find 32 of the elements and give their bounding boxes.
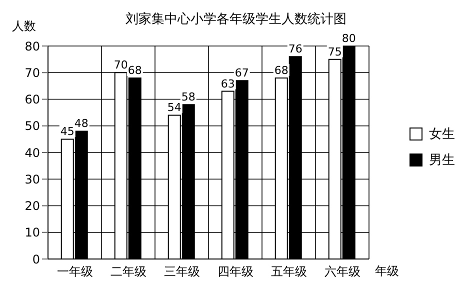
- y-tick-label: 40: [24, 146, 40, 160]
- legend-label: 女生: [429, 126, 455, 142]
- data-label: 54: [167, 101, 182, 114]
- data-label: 67: [234, 66, 249, 80]
- data-label: 58: [181, 90, 196, 104]
- y-tick-label: 20: [24, 199, 40, 214]
- data-label: 70: [114, 58, 128, 72]
- data-label: 80: [342, 32, 356, 45]
- y-axis-title: 人数: [12, 19, 36, 33]
- y-tick-label: 30: [24, 172, 40, 186]
- x-tick-label: 三年级: [164, 264, 200, 279]
- x-tick-label: 二年级: [110, 264, 146, 279]
- y-tick-label: 70: [24, 66, 40, 80]
- data-label: 45: [60, 125, 74, 138]
- x-tick-label: 四年级: [217, 264, 254, 279]
- y-tick-label: 50: [24, 119, 40, 134]
- x-tick-label: 六年级: [324, 264, 360, 279]
- y-tick-label: 0: [32, 252, 40, 266]
- data-label: 68: [128, 64, 142, 77]
- y-tick-label: 60: [24, 92, 40, 107]
- data-label: 68: [274, 64, 288, 77]
- y-tick-label: 10: [24, 226, 40, 240]
- data-label: 48: [74, 117, 88, 130]
- x-axis-title: 年级: [375, 264, 399, 278]
- legend-label: 男生: [429, 152, 455, 168]
- data-label: 75: [328, 45, 342, 58]
- data-label: 76: [288, 42, 302, 56]
- chart-title: 刘家集中心小学各年级学生人数统计图: [126, 11, 346, 27]
- data-label: 63: [220, 77, 235, 90]
- y-tick-label: 80: [24, 39, 40, 54]
- x-tick-label: 五年级: [270, 264, 307, 279]
- x-tick-label: 一年级: [56, 264, 93, 279]
